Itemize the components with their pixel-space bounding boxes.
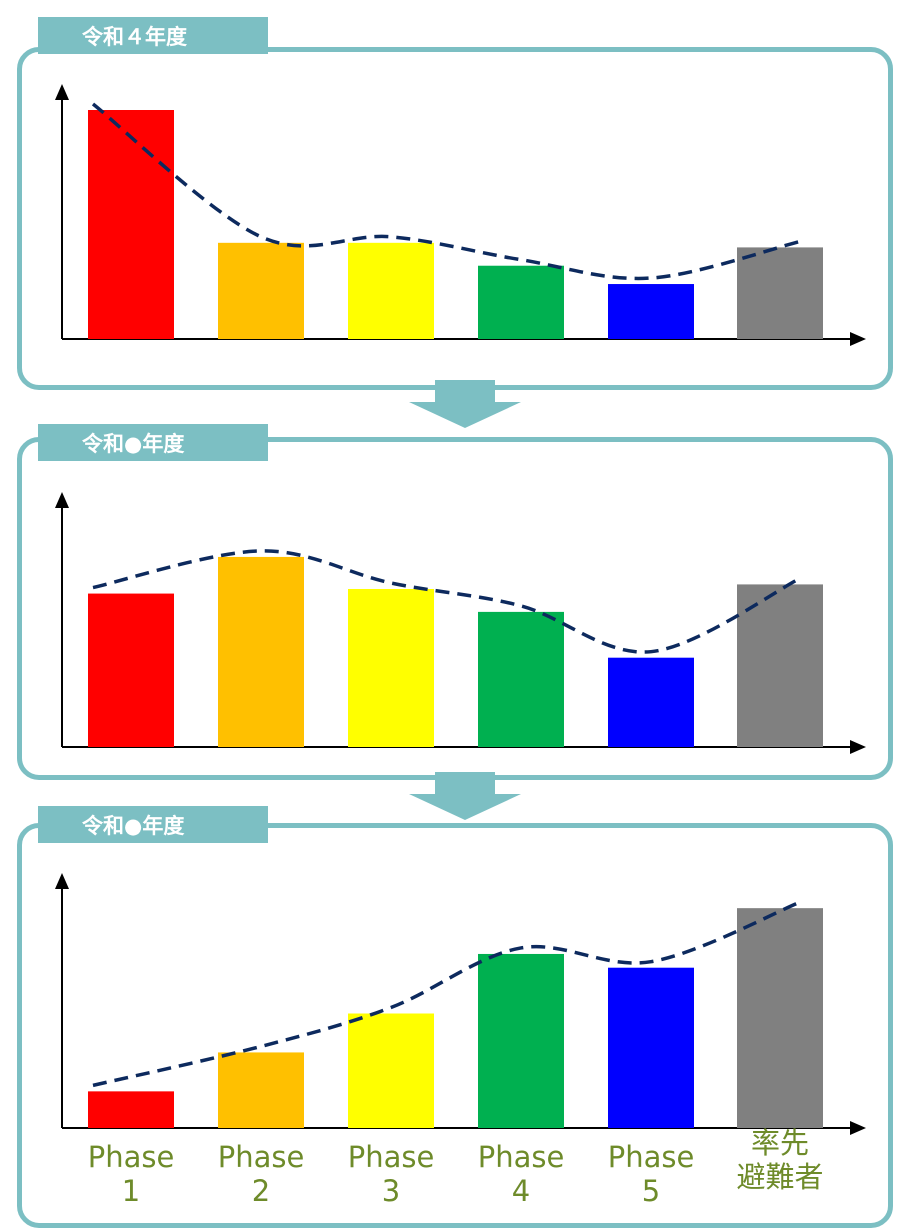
down-arrow-icon [409,772,521,820]
panel-3-title: 令和●年度 [38,806,268,843]
bar-6 [737,908,823,1128]
trend-line [92,549,801,654]
bar-1 [88,593,174,747]
bar-5 [608,657,694,747]
down-arrow-icon [409,380,521,428]
panel-1-title: 令和４年度 [38,17,268,54]
x-label-1: Phase 1 [87,1140,175,1208]
bar-2 [218,556,304,747]
bar-chart-3 [55,873,866,1135]
bar-3 [348,588,434,747]
x-axis-arrow-icon [850,1121,866,1135]
x-label-5: Phase 5 [607,1140,695,1208]
bar-6 [737,584,823,747]
x-axis-arrow-icon [850,332,866,346]
bar-2 [218,242,304,339]
bar-3 [348,242,434,339]
panel-2-title: 令和●年度 [38,424,268,461]
bar-1 [88,110,174,339]
bar-5 [608,967,694,1128]
x-label-6: 率先 避難者 [736,1126,824,1194]
x-label-2: Phase 2 [217,1140,305,1208]
bar-3 [348,1013,434,1128]
bar-5 [608,284,694,339]
bar-chart-1 [55,84,866,346]
x-label-3: Phase 3 [347,1140,435,1208]
bar-4 [478,953,564,1128]
x-label-4: Phase 4 [477,1140,565,1208]
bar-4 [478,265,564,339]
x-axis-arrow-icon [850,740,866,754]
y-axis-arrow-icon [55,873,69,889]
bar-chart-2 [55,492,866,754]
bar-1 [88,1091,174,1128]
bar-6 [737,247,823,339]
y-axis-arrow-icon [55,492,69,508]
trend-line [92,900,801,1088]
bar-4 [478,611,564,747]
bar-2 [218,1052,304,1128]
y-axis-arrow-icon [55,84,69,100]
trend-line [91,102,801,281]
